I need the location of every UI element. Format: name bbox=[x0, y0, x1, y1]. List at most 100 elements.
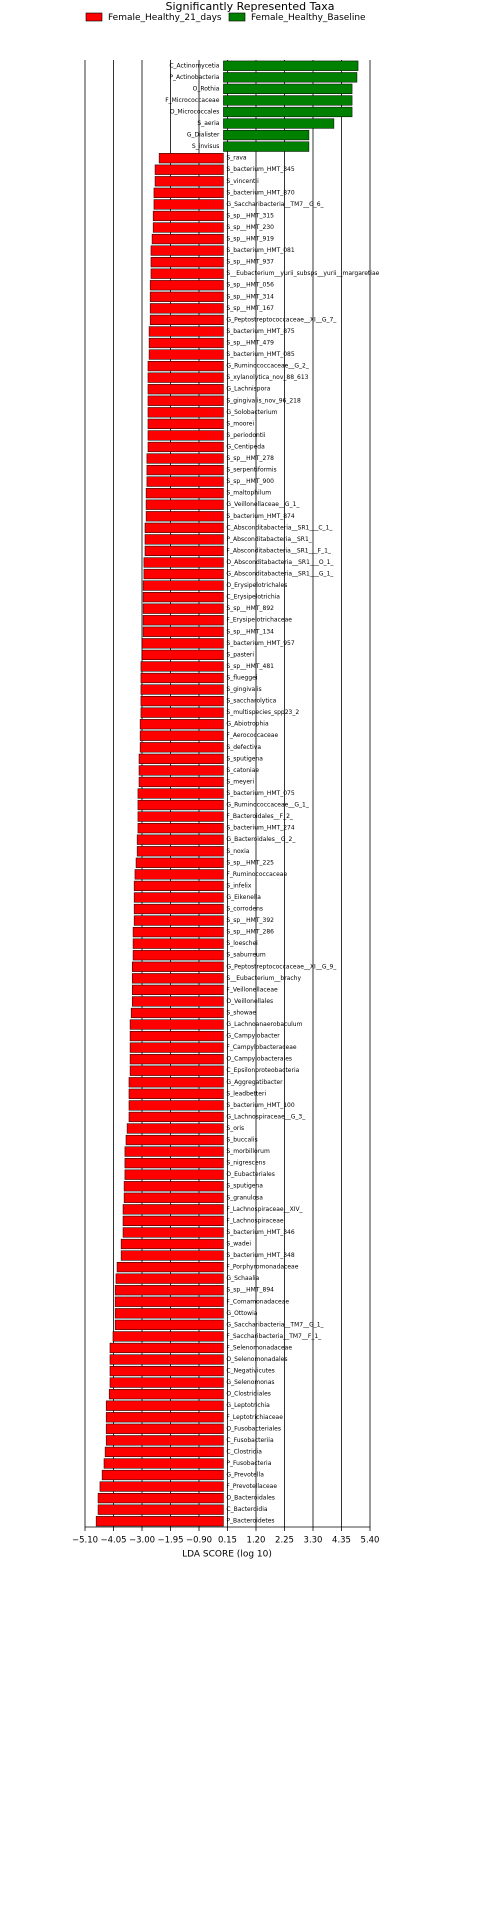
category-label: S_saccharolytica bbox=[226, 698, 276, 705]
bar bbox=[139, 730, 224, 741]
category-label: F_Ruminococcaceae bbox=[226, 871, 287, 878]
bar bbox=[105, 1423, 224, 1434]
bar bbox=[140, 684, 224, 695]
category-label: C_Actinomycetia bbox=[169, 62, 219, 69]
category-label: G_Peptostreptococcaceae__XI__G_7_ bbox=[226, 316, 337, 323]
category-label: G_Bacteroidales__G_2_ bbox=[226, 836, 296, 843]
category-label: O_Campylobacterales bbox=[226, 1056, 292, 1063]
bar bbox=[133, 880, 224, 892]
category-label: S_serpentiformis bbox=[226, 467, 276, 474]
category-label: F_Bacteroidales__F_2_ bbox=[226, 813, 293, 820]
bar bbox=[123, 1181, 224, 1192]
category-label: S_sp__HMT_167 bbox=[226, 305, 274, 312]
legend-label: Female_Healthy_Baseline bbox=[251, 13, 366, 23]
category-label: F_Prevotellaceae bbox=[226, 1483, 277, 1490]
bar bbox=[131, 961, 224, 972]
category-label: S_sp__HMT_315 bbox=[226, 212, 274, 219]
category-label: G_Peptostreptococcaceae__XI__G_9_ bbox=[226, 963, 337, 970]
category-label: S_sp__HMT_392 bbox=[226, 917, 274, 924]
bar bbox=[99, 1481, 224, 1492]
bar bbox=[145, 499, 224, 510]
category-label: P_Fusobacteria bbox=[226, 1460, 271, 1467]
category-label: S_granulosa bbox=[226, 1194, 263, 1201]
category-label: F_Porphyromonadaceae bbox=[226, 1264, 298, 1271]
bar bbox=[223, 129, 310, 141]
category-label: F_Micrococcaceae bbox=[165, 97, 220, 104]
bar bbox=[148, 337, 224, 349]
category-label: G_Abiotrophia bbox=[226, 721, 269, 728]
bar bbox=[120, 1238, 224, 1250]
category-label: S_maltophilum bbox=[226, 490, 271, 497]
category-label: S_noxia bbox=[226, 848, 249, 855]
category-label: C_Bacteroidia bbox=[226, 1506, 267, 1513]
category-label: S_bacterium_HMT_875 bbox=[226, 328, 294, 335]
category-label: S_flueggei bbox=[226, 674, 257, 681]
bar bbox=[114, 1308, 224, 1319]
category-label: G_Schaalia bbox=[226, 1275, 259, 1282]
x-tick-label: 5.40 bbox=[361, 1536, 380, 1546]
bar bbox=[97, 1493, 224, 1504]
bar bbox=[109, 1377, 224, 1388]
x-tick-label: −0.90 bbox=[186, 1536, 212, 1546]
category-label: S_sp__HMT_056 bbox=[226, 282, 274, 289]
bar bbox=[144, 534, 224, 545]
category-label: S_bacterium_HMT_075 bbox=[226, 790, 294, 797]
category-label: S_bacterium_HMT_345 bbox=[226, 166, 294, 173]
category-label: S_sp__HMT_892 bbox=[226, 605, 274, 612]
legend-label: Female_Healthy_21_days bbox=[108, 13, 222, 23]
category-label: S_sp__HMT_481 bbox=[226, 663, 274, 670]
category-label: G_Saccharibacteria__TM7__G_6_ bbox=[226, 201, 324, 208]
category-label: S_sp__HMT_225 bbox=[226, 859, 274, 866]
bar bbox=[128, 1088, 224, 1099]
category-label: F_Aerococcaceae bbox=[226, 732, 278, 739]
category-label: C_Epsilonproteobacteria bbox=[226, 1067, 299, 1074]
bar bbox=[129, 1042, 224, 1053]
x-tick-label: 3.30 bbox=[304, 1536, 323, 1546]
category-label: S_xylanolytica_nov_88_613 bbox=[226, 374, 308, 381]
category-label: G_Ruminococcaceae__G_2_ bbox=[226, 363, 309, 370]
category-label: S_nigrescens bbox=[226, 1160, 265, 1167]
category-label: P_Absconditabacteria__SR1_ bbox=[226, 536, 312, 543]
x-tick-label: 1.20 bbox=[247, 1536, 266, 1546]
bar bbox=[147, 441, 224, 453]
bar bbox=[131, 984, 224, 995]
bar bbox=[149, 280, 224, 291]
category-label: S_bacterium_HMT_081 bbox=[226, 247, 294, 254]
bar bbox=[144, 545, 224, 557]
category-label: S_loeschei bbox=[226, 940, 258, 947]
bar bbox=[116, 1261, 224, 1273]
category-label: G_Ruminococcaceae__G_1_ bbox=[226, 802, 309, 809]
bar bbox=[145, 488, 224, 499]
category-label: S_moorei bbox=[226, 420, 254, 427]
category-label: P_Bacteroidetes bbox=[226, 1518, 274, 1525]
bar bbox=[125, 1134, 224, 1146]
bar bbox=[138, 776, 224, 788]
x-tick-label: 0.15 bbox=[218, 1536, 237, 1546]
bar bbox=[138, 753, 224, 764]
category-label: G_Solobacterium bbox=[226, 409, 277, 416]
category-label: G_Leptotrichia bbox=[226, 1402, 270, 1409]
bar bbox=[108, 1389, 224, 1400]
category-label: G_Eikenella bbox=[226, 894, 261, 901]
category-label: F_Campylobacteraceae bbox=[226, 1044, 296, 1051]
bar bbox=[122, 1215, 224, 1226]
category-label: S_oris bbox=[226, 1125, 244, 1132]
bar bbox=[129, 1019, 224, 1030]
category-label: S_sp__HMT_479 bbox=[226, 340, 274, 347]
category-label: O_Rothia bbox=[193, 85, 220, 92]
bar bbox=[152, 210, 224, 222]
bar bbox=[151, 233, 224, 245]
category-label: C_Erysipelotrichia bbox=[226, 594, 280, 601]
category-label: F_Veillonellaceae bbox=[226, 986, 278, 993]
bar bbox=[95, 1516, 224, 1527]
bar bbox=[140, 695, 224, 707]
bar bbox=[154, 176, 224, 187]
bar bbox=[223, 118, 335, 129]
category-label: P_Actinobacteria bbox=[169, 74, 219, 81]
bar bbox=[114, 1319, 224, 1330]
category-label: S_sp__HMT_900 bbox=[226, 478, 274, 485]
bar bbox=[142, 580, 224, 591]
bar bbox=[129, 1065, 224, 1076]
category-label: G_Campylobacter bbox=[226, 1033, 280, 1040]
